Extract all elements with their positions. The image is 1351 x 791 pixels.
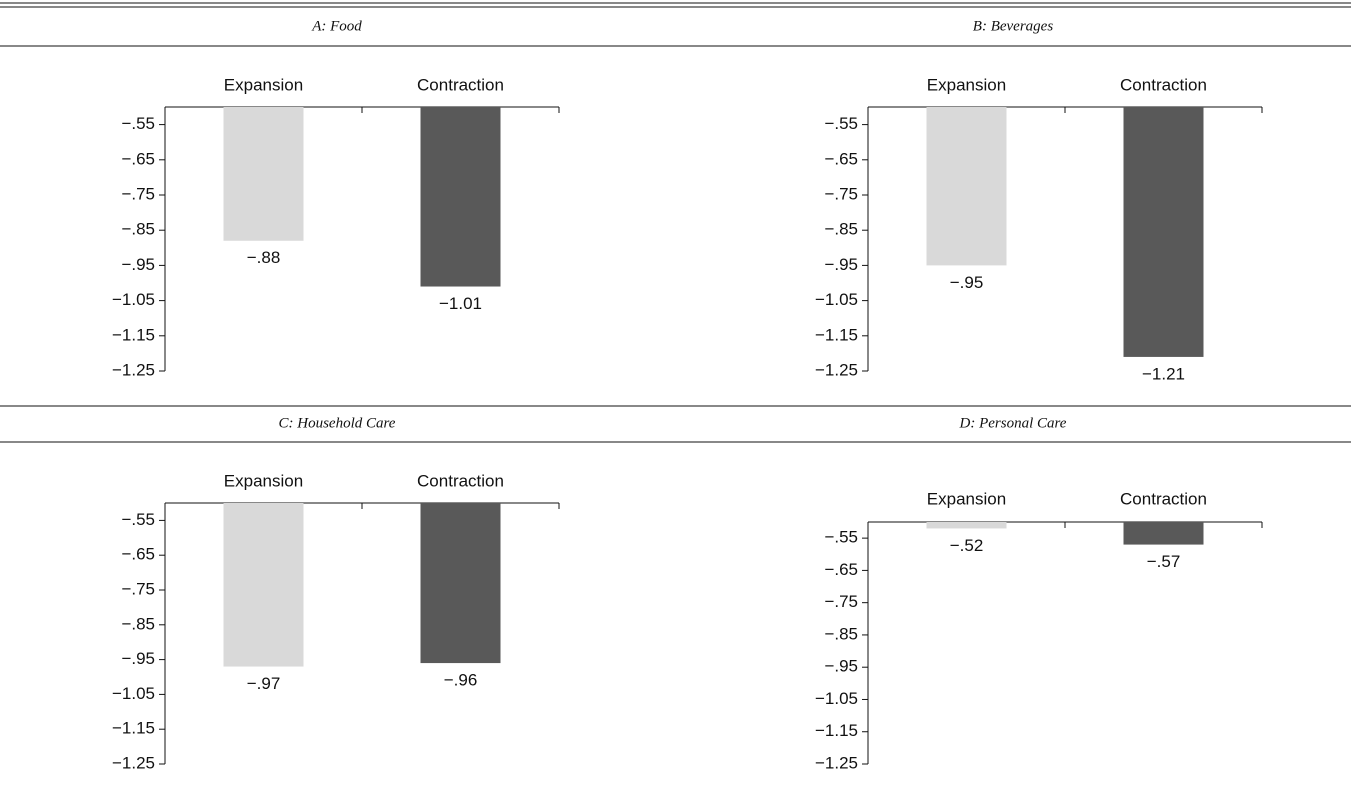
panel-title: B: Beverages xyxy=(973,18,1054,34)
value-label: −.97 xyxy=(247,674,281,693)
category-label: Expansion xyxy=(927,75,1006,94)
bar xyxy=(926,522,1007,529)
y-tick-label: −.55 xyxy=(824,528,858,547)
value-label: −1.21 xyxy=(1142,364,1185,383)
y-tick-label: −.65 xyxy=(121,149,155,168)
bar xyxy=(1123,522,1204,545)
y-tick-label: −.65 xyxy=(824,149,858,168)
bar xyxy=(1123,107,1204,357)
y-tick-label: −1.05 xyxy=(815,689,858,708)
category-label: Contraction xyxy=(1120,489,1207,508)
panel-title: C: Household Care xyxy=(279,415,396,431)
bar xyxy=(926,107,1007,266)
y-tick-label: −.85 xyxy=(121,614,155,633)
bar xyxy=(420,503,501,664)
y-tick-label: −.85 xyxy=(824,220,858,239)
category-label: Contraction xyxy=(1120,75,1207,94)
panel-title: A: Food xyxy=(311,18,362,34)
category-label: Expansion xyxy=(224,75,303,94)
value-label: −.52 xyxy=(950,536,984,555)
y-tick-label: −.75 xyxy=(824,184,858,203)
y-tick-label: −.95 xyxy=(121,649,155,668)
y-tick-label: −.75 xyxy=(121,579,155,598)
value-label: −.57 xyxy=(1147,552,1181,571)
y-tick-label: −.75 xyxy=(824,592,858,611)
y-tick-label: −.85 xyxy=(824,624,858,643)
y-tick-label: −1.05 xyxy=(112,290,155,309)
y-tick-label: −.65 xyxy=(824,560,858,579)
y-tick-label: −1.25 xyxy=(815,360,858,379)
y-tick-label: −1.15 xyxy=(815,325,858,344)
y-tick-label: −.85 xyxy=(121,220,155,239)
value-label: −.95 xyxy=(950,273,984,292)
y-tick-label: −1.15 xyxy=(815,721,858,740)
value-label: −.88 xyxy=(247,248,281,267)
y-tick-label: −1.15 xyxy=(112,325,155,344)
y-tick-label: −1.25 xyxy=(112,360,155,379)
y-tick-label: −.95 xyxy=(824,657,858,676)
category-label: Expansion xyxy=(224,471,303,490)
y-tick-label: −1.05 xyxy=(815,290,858,309)
y-tick-label: −1.25 xyxy=(112,753,155,772)
value-label: −.96 xyxy=(444,671,478,690)
category-label: Contraction xyxy=(417,471,504,490)
y-tick-label: −1.05 xyxy=(112,684,155,703)
value-label: −1.01 xyxy=(439,294,482,313)
y-tick-label: −.95 xyxy=(121,255,155,274)
y-tick-label: −.75 xyxy=(121,184,155,203)
y-tick-label: −.95 xyxy=(824,255,858,274)
category-label: Expansion xyxy=(927,489,1006,508)
panel-title: D: Personal Care xyxy=(959,415,1067,431)
y-tick-label: −.65 xyxy=(121,545,155,564)
bar xyxy=(223,107,304,241)
y-tick-label: −.55 xyxy=(824,114,858,133)
bar xyxy=(223,503,304,667)
y-tick-label: −.55 xyxy=(121,510,155,529)
bar xyxy=(420,107,501,287)
y-tick-label: −1.25 xyxy=(815,753,858,772)
y-tick-label: −.55 xyxy=(121,114,155,133)
category-label: Contraction xyxy=(417,75,504,94)
y-tick-label: −1.15 xyxy=(112,719,155,738)
